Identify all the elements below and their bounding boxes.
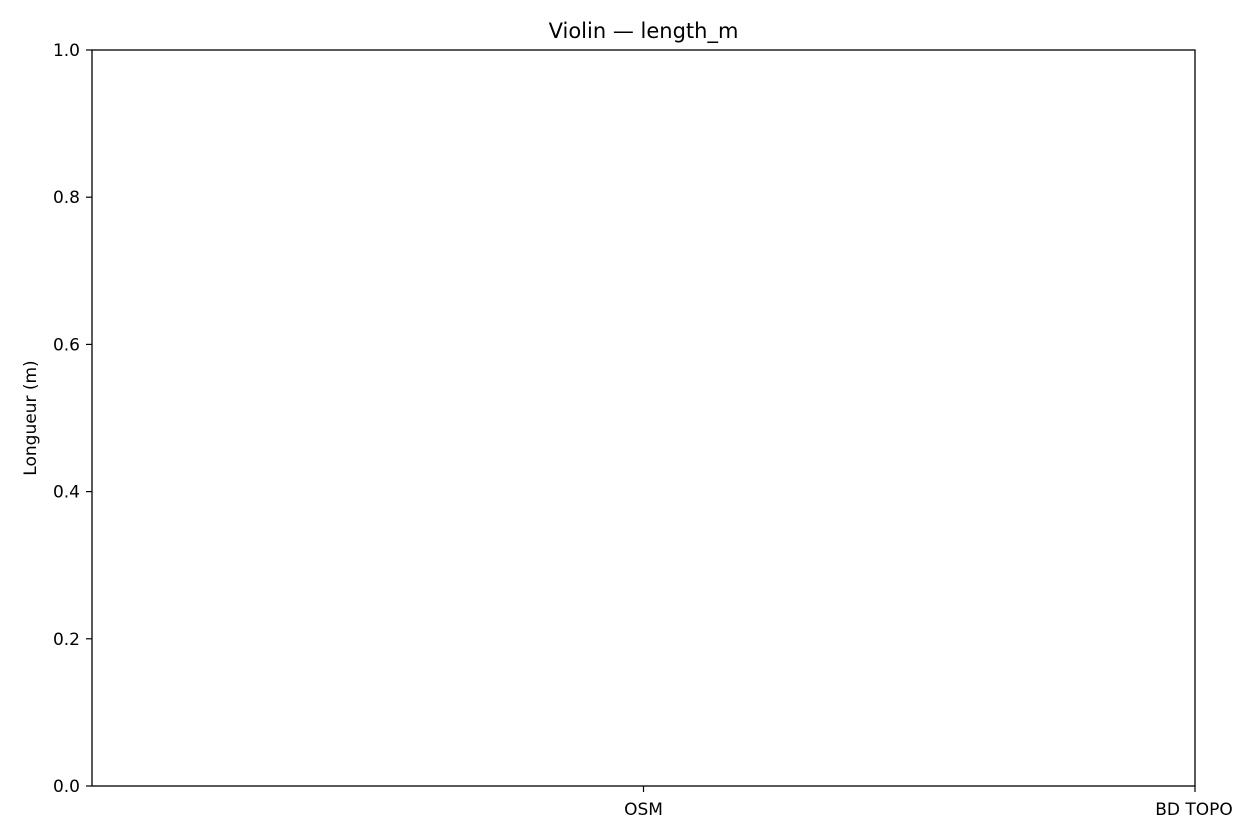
chart-title: Violin — length_m: [549, 19, 739, 44]
y-axis-label: Longueur (m): [21, 360, 41, 475]
x-tick-label: BD TOPO: [1155, 800, 1233, 820]
plot-area: [91, 49, 1196, 787]
y-tick-label: 1.0: [53, 41, 80, 61]
y-tick-label: 0.2: [53, 630, 80, 650]
y-tick-label: 0.6: [53, 335, 80, 355]
y-tick-label: 0.4: [53, 483, 80, 503]
x-axis: OSM BD TOPO: [624, 786, 1233, 820]
x-tick-label: OSM: [624, 800, 663, 820]
y-tick-label: 0.8: [53, 188, 80, 208]
y-tick-label: 0.0: [53, 777, 80, 797]
y-axis: 0.0 0.2 0.4 0.6 0.8 1.0: [53, 41, 92, 797]
